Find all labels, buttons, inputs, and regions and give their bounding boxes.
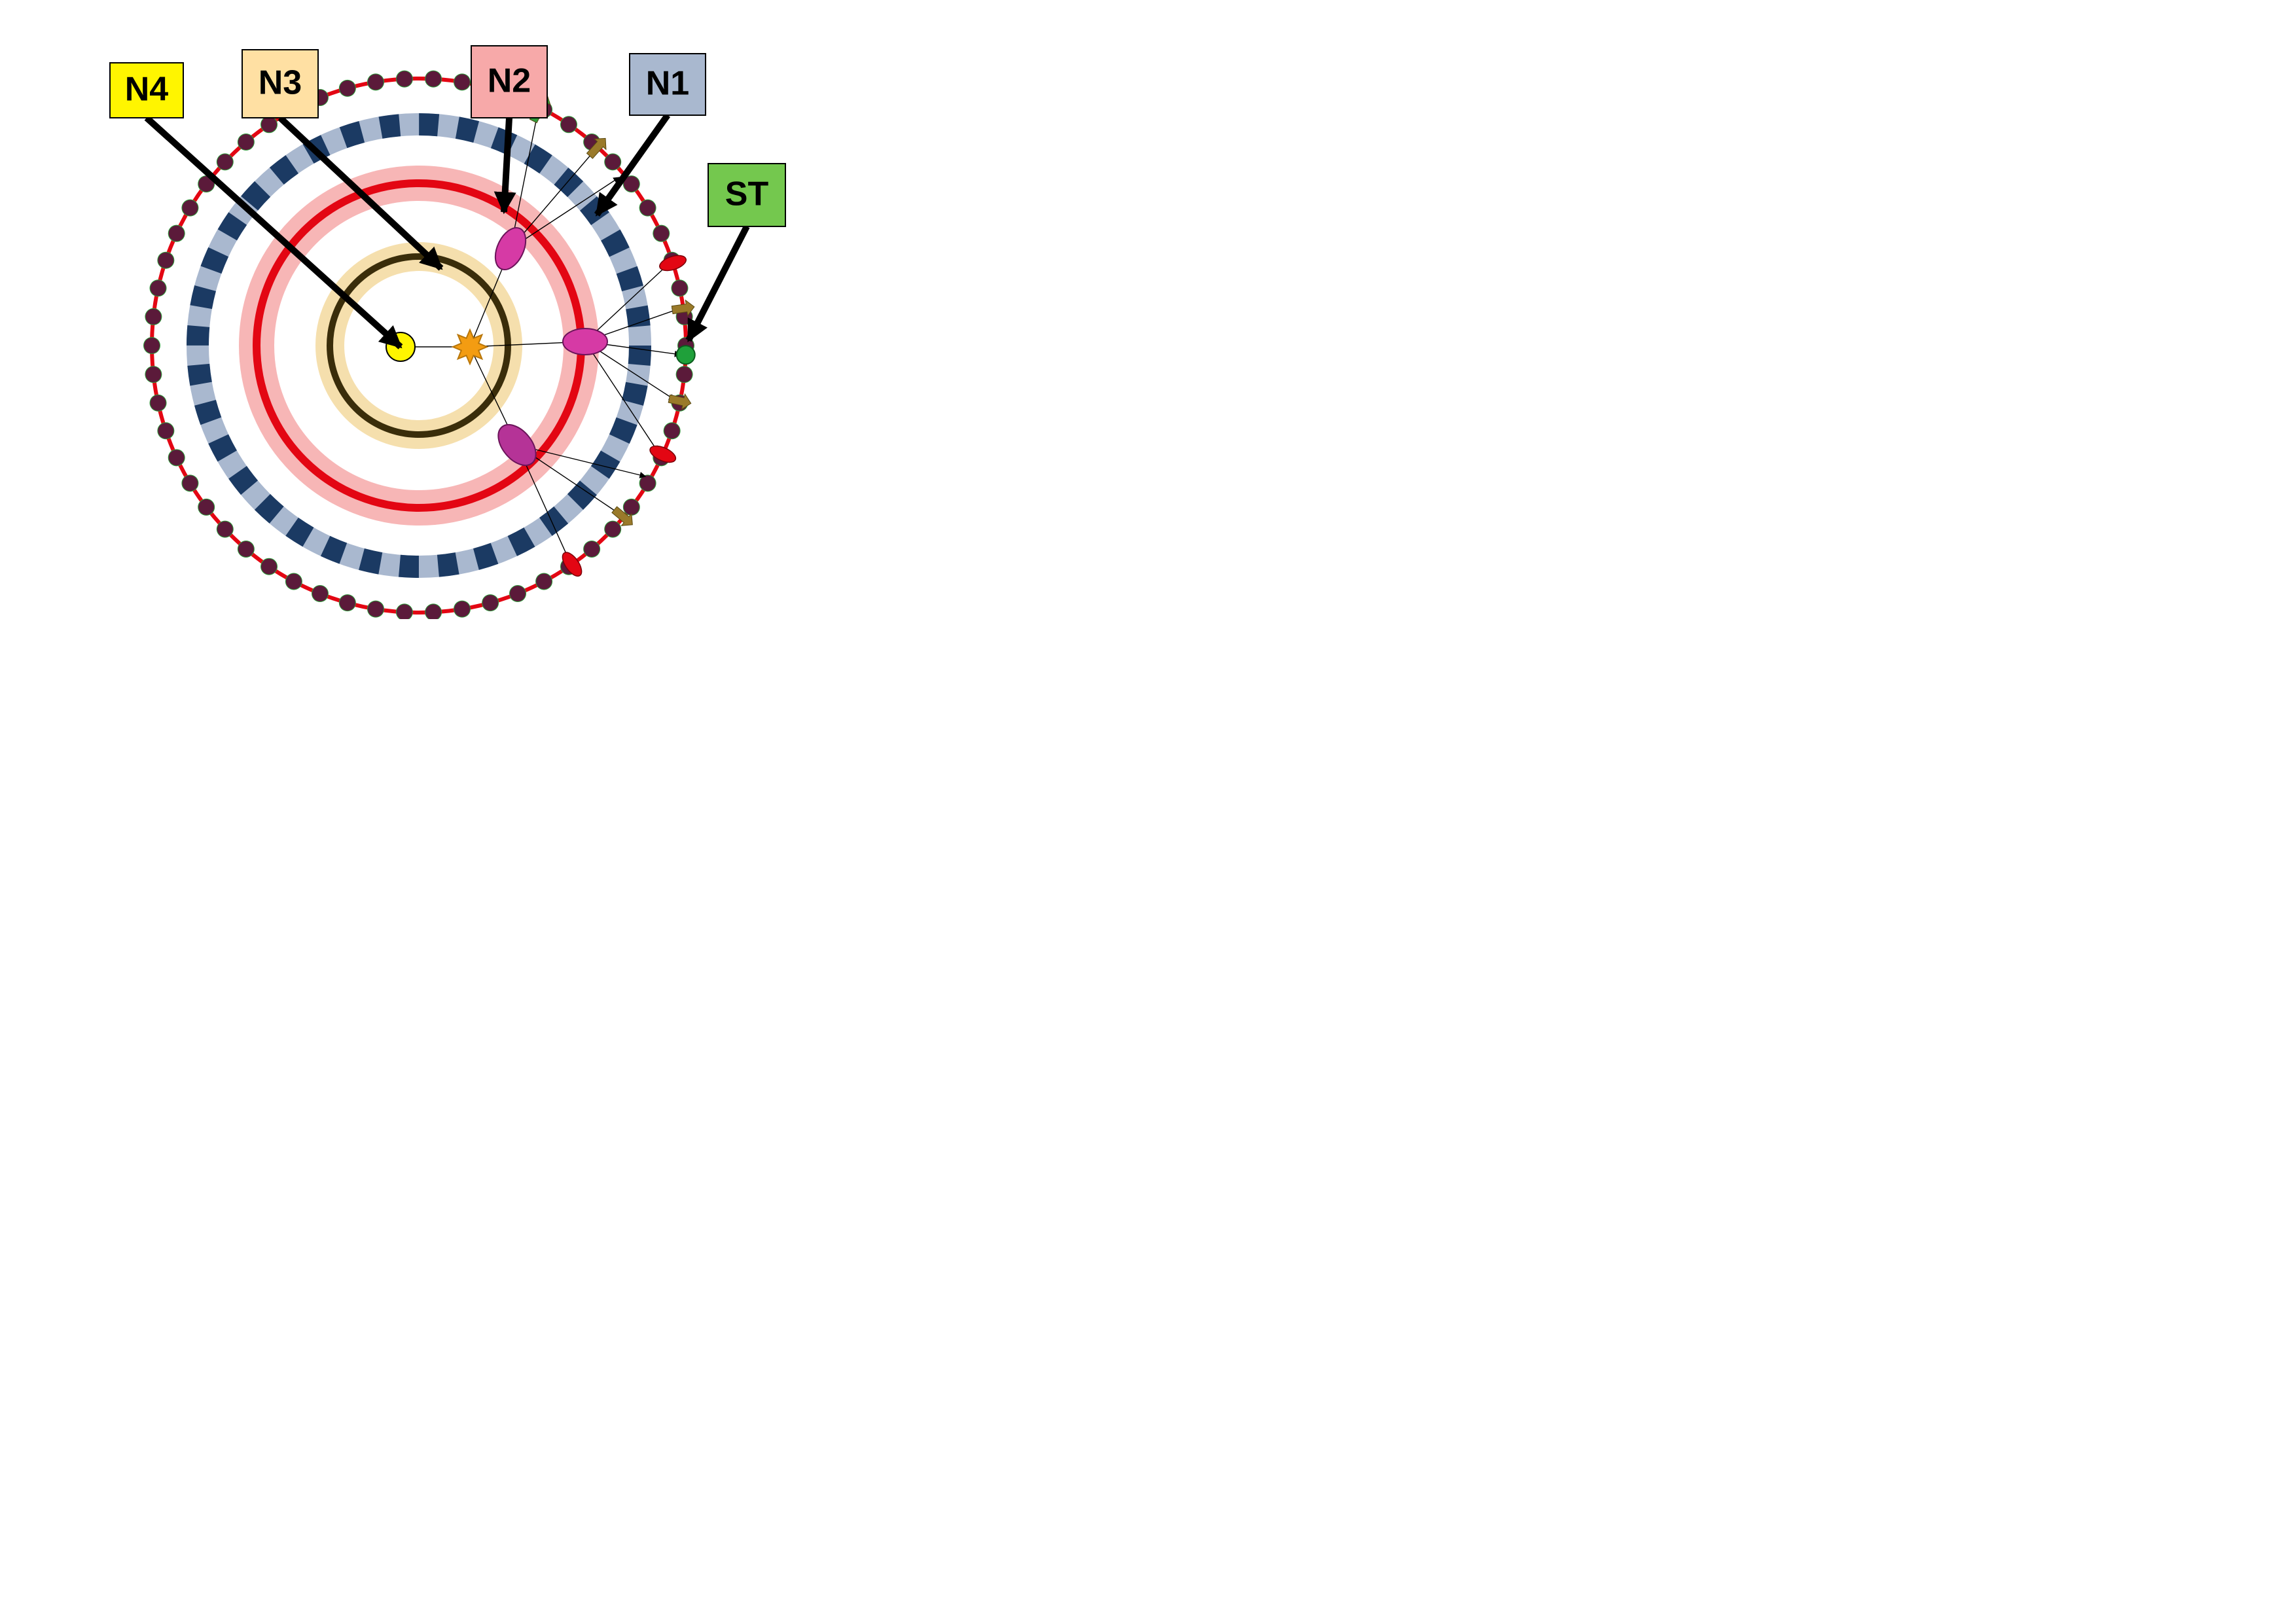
diagram-canvas: N4 N3 N2 N1 ST bbox=[0, 0, 876, 619]
label-st: ST bbox=[708, 164, 785, 226]
outer-membrane-dots bbox=[143, 71, 694, 619]
label-text: N2 bbox=[488, 62, 531, 100]
label-text: ST bbox=[725, 175, 769, 213]
label-text: N4 bbox=[125, 71, 169, 109]
label-n1: N1 bbox=[630, 54, 706, 115]
label-n3: N3 bbox=[242, 50, 318, 118]
relay-node-icon bbox=[563, 329, 607, 355]
label-text: N3 bbox=[259, 64, 302, 102]
pointer-arrow-st bbox=[689, 226, 747, 340]
label-n2: N2 bbox=[471, 46, 547, 118]
hub-star-icon bbox=[453, 330, 487, 364]
label-n4: N4 bbox=[110, 63, 183, 118]
st-marker-icon bbox=[676, 346, 695, 365]
label-text: N1 bbox=[646, 65, 689, 103]
